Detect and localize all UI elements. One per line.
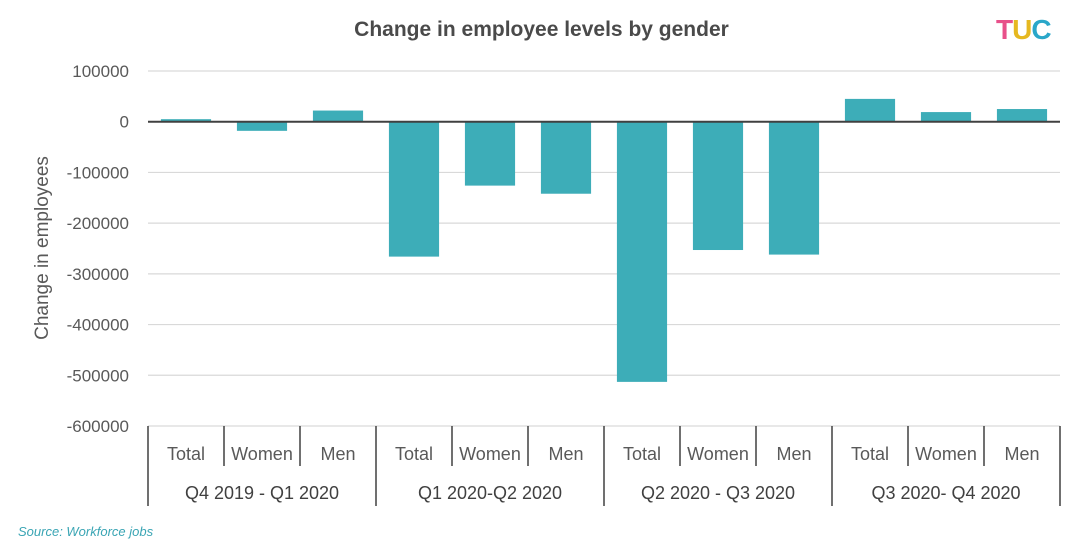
bar <box>920 112 972 122</box>
x-category-label: Total <box>623 444 661 464</box>
source-note: Source: Workforce jobs <box>18 524 154 539</box>
y-tick-label: -200000 <box>67 214 129 233</box>
bar <box>388 121 440 257</box>
bar <box>844 98 896 122</box>
x-group-label: Q1 2020-Q2 2020 <box>418 483 562 503</box>
tuc-logo: TUC <box>996 14 1052 46</box>
x-category-label: Women <box>231 444 293 464</box>
x-category-label: Men <box>776 444 811 464</box>
y-tick-label: -600000 <box>67 417 129 436</box>
chart-title: Change in employee levels by gender <box>354 18 729 41</box>
bar <box>692 121 744 251</box>
logo-letter-t: T <box>996 14 1013 45</box>
x-group-label: Q4 2019 - Q1 2020 <box>185 483 339 503</box>
logo-letter-u: U <box>1012 14 1032 45</box>
bar <box>616 121 668 382</box>
bar <box>236 121 288 131</box>
bar <box>540 121 592 194</box>
y-tick-label: -500000 <box>67 366 129 385</box>
y-tick-label: -300000 <box>67 265 129 284</box>
bar <box>464 121 516 186</box>
x-category-label: Total <box>167 444 205 464</box>
x-category-label: Total <box>851 444 889 464</box>
y-tick-label: 0 <box>120 113 129 132</box>
y-axis-label: Change in employees <box>32 156 53 340</box>
x-category-label: Women <box>687 444 749 464</box>
x-category-label: Women <box>915 444 977 464</box>
bar <box>768 121 820 255</box>
x-category-label: Men <box>1004 444 1039 464</box>
x-group-label: Q3 2020- Q4 2020 <box>871 483 1020 503</box>
y-tick-label: -400000 <box>67 316 129 335</box>
logo-letter-c: C <box>1031 14 1051 45</box>
x-category-label: Women <box>459 444 521 464</box>
y-tick-label: 100000 <box>72 62 129 81</box>
x-group-label: Q2 2020 - Q3 2020 <box>641 483 795 503</box>
y-tick-label: -100000 <box>67 163 129 182</box>
x-category-label: Men <box>548 444 583 464</box>
bar <box>160 119 212 122</box>
x-category-label: Men <box>320 444 355 464</box>
bar <box>312 110 364 122</box>
bar <box>996 109 1048 122</box>
x-category-label: Total <box>395 444 433 464</box>
